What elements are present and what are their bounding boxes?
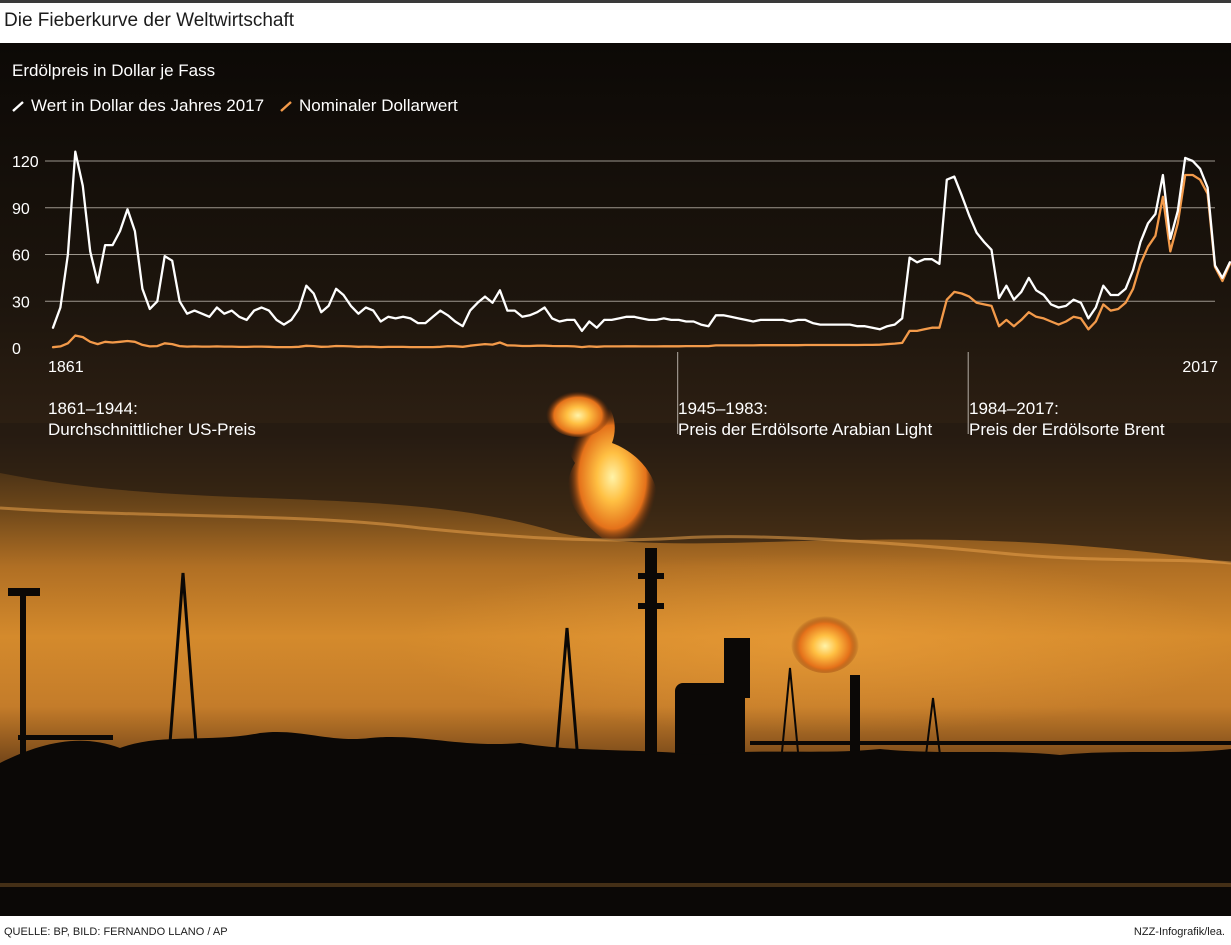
legend-swatch-real [12, 101, 24, 112]
annotation-1984-2017-period: 1984–2017: [969, 399, 1059, 418]
series-line-real [51, 150, 1231, 333]
y-tick-label-60: 60 [12, 248, 30, 265]
headline: Die Fieberkurve der Weltwirtschaft [4, 10, 295, 31]
annotation-1984-2017: 1984–2017: Preis der Erdölsorte Brent [969, 398, 1165, 440]
legend-label-nominal: Nominaler Dollarwert [299, 96, 458, 115]
x-tick-label-end: 2017 [1182, 359, 1218, 376]
annotation-1945-1983-period: 1945–1983: [678, 399, 768, 418]
annotation-1861-1944: 1861–1944: Durchschnittlicher US-Preis [48, 398, 256, 440]
annotation-1861-1944-text: Durchschnittlicher US-Preis [48, 420, 256, 439]
annotation-1984-2017-text: Preis der Erdölsorte Brent [969, 420, 1165, 439]
annotation-1945-1983-text: Preis der Erdölsorte Arabian Light [678, 420, 933, 439]
annotation-1945-1983: 1945–1983: Preis der Erdölsorte Arabian … [678, 398, 932, 440]
legend-swatch-nominal [280, 101, 292, 112]
source-note: QUELLE: BP, BILD: FERNANDO LLANO / AP [4, 926, 228, 938]
top-rule [0, 0, 1231, 3]
series-line-nominal [51, 173, 1231, 349]
y-tick-label-90: 90 [12, 201, 30, 218]
chart-title: Erdölpreis in Dollar je Fass [12, 61, 216, 80]
credit-note: NZZ-Infografik/lea. [1133, 926, 1225, 938]
y-tick-label-120: 120 [12, 154, 39, 171]
y-tick-label-30: 30 [12, 294, 30, 311]
background-photo [0, 43, 1231, 916]
y-tick-label-0: 0 [12, 341, 21, 358]
x-tick-label-start: 1861 [48, 359, 84, 376]
legend-label-real: Wert in Dollar des Jahres 2017 [31, 96, 265, 115]
annotation-1861-1944-period: 1861–1944: [48, 399, 138, 418]
flame-icon [546, 389, 859, 673]
